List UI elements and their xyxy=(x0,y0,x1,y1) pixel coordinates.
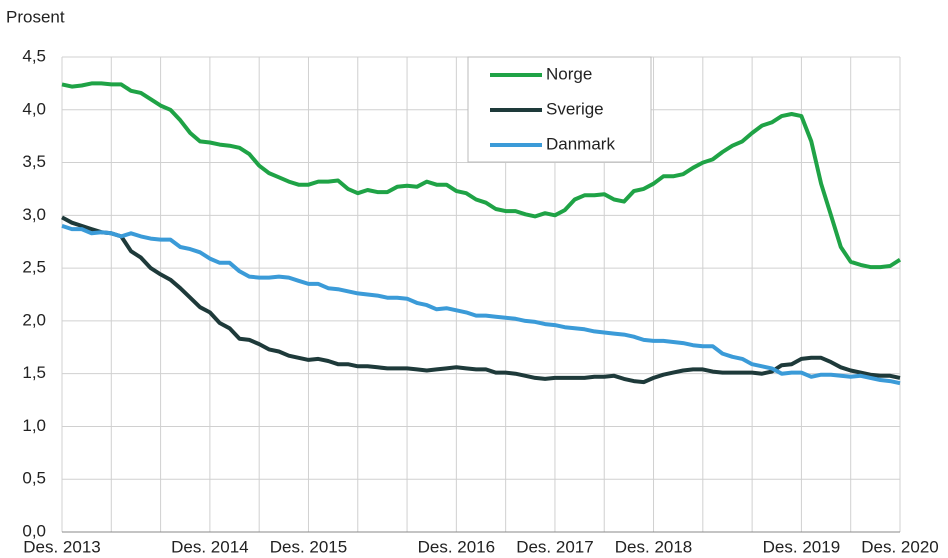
y-tick-label: 2,0 xyxy=(22,310,46,329)
x-tick-label: Des. 2018 xyxy=(615,537,693,556)
x-tick-label: Des. 2013 xyxy=(23,537,101,556)
y-tick-label: 2,5 xyxy=(22,258,46,277)
x-tick-label: Des. 2016 xyxy=(418,537,496,556)
y-tick-label: 0,0 xyxy=(22,521,46,540)
legend-label: Norge xyxy=(546,64,592,83)
line xyxy=(61,215,901,385)
x-tick-label: Des. 2019 xyxy=(763,537,841,556)
y-tick-label: 1,5 xyxy=(22,363,46,382)
y-tick-label: 3,0 xyxy=(22,205,46,224)
y-tick-label: 1,0 xyxy=(22,416,46,435)
legend-label: Danmark xyxy=(546,134,615,153)
y-tick-label: 3,5 xyxy=(22,152,46,171)
x-tick-label: Des. 2017 xyxy=(516,537,594,556)
y-tick-label: 4,0 xyxy=(22,99,46,118)
legend-label: Sverige xyxy=(546,99,604,118)
line xyxy=(61,81,902,270)
y-tick-label: 0,5 xyxy=(22,469,46,488)
x-tick-label: Des. 2014 xyxy=(171,537,249,556)
x-tick-label: Des. 2020 xyxy=(861,537,939,556)
y-tick-label: 4,5 xyxy=(22,46,46,65)
x-tick-label: Des. 2015 xyxy=(270,537,348,556)
y-axis-label: Prosent xyxy=(6,7,65,26)
line xyxy=(61,223,901,386)
